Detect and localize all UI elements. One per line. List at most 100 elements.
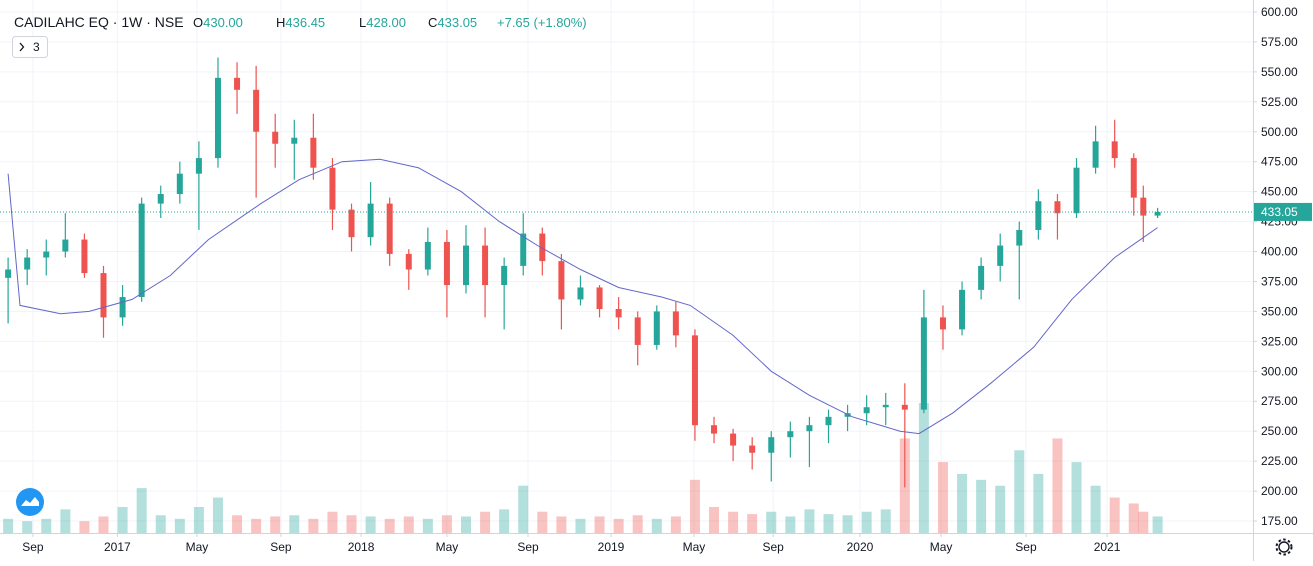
- logo[interactable]: [16, 488, 44, 516]
- candle-body: [882, 404, 889, 408]
- volume-bar: [1071, 462, 1082, 533]
- candle-body: [5, 269, 12, 278]
- volume-bar: [212, 497, 223, 533]
- volume-bar: [346, 515, 357, 533]
- y-tick-label: 250.00: [1261, 424, 1298, 438]
- y-tick-label: 325.00: [1261, 334, 1298, 348]
- volume-bar: [937, 462, 948, 533]
- volume-bar: [3, 518, 14, 533]
- volume-bar: [384, 518, 395, 533]
- candle-body: [939, 317, 946, 330]
- candle-body: [615, 309, 622, 318]
- ohlc-change: +7.65 (+1.80%): [497, 15, 587, 30]
- candle-body: [711, 425, 718, 434]
- volume-bar: [594, 516, 605, 533]
- value: 430.00: [203, 15, 243, 30]
- candle-body: [1154, 211, 1161, 216]
- candle-body: [1111, 141, 1118, 159]
- chart-title: CADILAHC EQ · 1W · NSE: [14, 14, 184, 30]
- volume-bar: [728, 511, 739, 533]
- moving-average: [7, 158, 1158, 435]
- volume-bar: [1014, 450, 1025, 533]
- volume-bar: [193, 507, 204, 533]
- y-tick-label: 225.00: [1261, 454, 1298, 468]
- volume-bar: [270, 516, 281, 533]
- volume-bar: [823, 514, 834, 533]
- candle-body: [176, 173, 183, 195]
- volume-bar: [766, 511, 777, 533]
- volume-bar: [174, 518, 185, 533]
- volume-bar: [308, 518, 319, 533]
- volume-bar: [842, 515, 853, 533]
- settings[interactable]: [1275, 538, 1293, 556]
- candle-body: [100, 273, 107, 318]
- ohlc-low: L428.00: [359, 15, 406, 30]
- toggle-box[interactable]: [12, 36, 48, 58]
- volume-bar: [499, 509, 510, 533]
- volume-bar: [976, 479, 987, 533]
- volume-bar: [575, 518, 586, 533]
- volume-bar: [556, 516, 567, 533]
- plot-layer: [0, 57, 1253, 488]
- candle-body: [691, 335, 698, 426]
- volume-bar: [480, 511, 491, 533]
- logo-shape[interactable]: [21, 497, 39, 506]
- volume-bar: [232, 515, 243, 533]
- candle-body: [920, 317, 927, 410]
- candle-body: [634, 317, 641, 345]
- volume-bar: [804, 509, 815, 533]
- chevron[interactable]: [19, 42, 25, 52]
- volume-bar: [518, 485, 529, 533]
- x-tick-label: Sep: [22, 540, 44, 554]
- volume-bar: [1109, 497, 1120, 533]
- candle-body: [501, 265, 508, 286]
- y-tick-label: 175.00: [1261, 514, 1298, 528]
- x-tick-label: May: [930, 540, 953, 554]
- candle-body: [234, 77, 241, 90]
- y-tick-label: 200.00: [1261, 484, 1298, 498]
- volume-bar: [1128, 503, 1139, 533]
- candle-body: [806, 425, 813, 432]
- grid: [0, 0, 1253, 533]
- candle-body: [348, 209, 355, 238]
- y-tick-label: 450.00: [1261, 185, 1298, 199]
- volume-bar: [117, 507, 128, 533]
- y-tick-label: 575.00: [1261, 35, 1298, 49]
- volume-bar: [1033, 473, 1044, 533]
- x-tick-label: 2019: [598, 540, 625, 554]
- volume-bar: [1052, 438, 1063, 533]
- y-tick-label: 350.00: [1261, 304, 1298, 318]
- last-price-label: 433.05: [1261, 205, 1298, 219]
- candle-body: [214, 77, 221, 159]
- label: C: [428, 15, 437, 30]
- candle-body: [119, 297, 126, 318]
- volume-bar: [1138, 511, 1149, 533]
- y-tick-label: 375.00: [1261, 274, 1298, 288]
- candle-body: [1130, 158, 1137, 198]
- logo-circle[interactable]: [16, 488, 44, 516]
- candle-body: [81, 239, 88, 274]
- candle-body: [672, 311, 679, 336]
- candle-body: [539, 233, 546, 262]
- x-tick-label: May: [683, 540, 706, 554]
- x-tick-label: Sep: [270, 540, 292, 554]
- candle-body: [291, 137, 298, 144]
- x-tick-label: May: [436, 540, 459, 554]
- indicators-toggle[interactable]: 3: [12, 36, 48, 58]
- candle-body: [1073, 167, 1080, 214]
- y-tick-label: 475.00: [1261, 155, 1298, 169]
- volume-bar: [441, 515, 452, 533]
- x-tick-label: 2017: [104, 540, 131, 554]
- gear[interactable]: [1278, 541, 1290, 553]
- volume-bar: [136, 488, 147, 533]
- label: O: [193, 15, 203, 30]
- volume-bar: [98, 516, 109, 533]
- indicators-count[interactable]: 3: [33, 40, 40, 54]
- candle-body: [768, 437, 775, 453]
- volume-bar: [709, 507, 720, 533]
- x-tick-label: 2021: [1094, 540, 1121, 554]
- candle-body: [825, 416, 832, 426]
- gear-teeth[interactable]: [1275, 538, 1293, 556]
- candle-body: [157, 194, 164, 204]
- candle-body: [443, 241, 450, 286]
